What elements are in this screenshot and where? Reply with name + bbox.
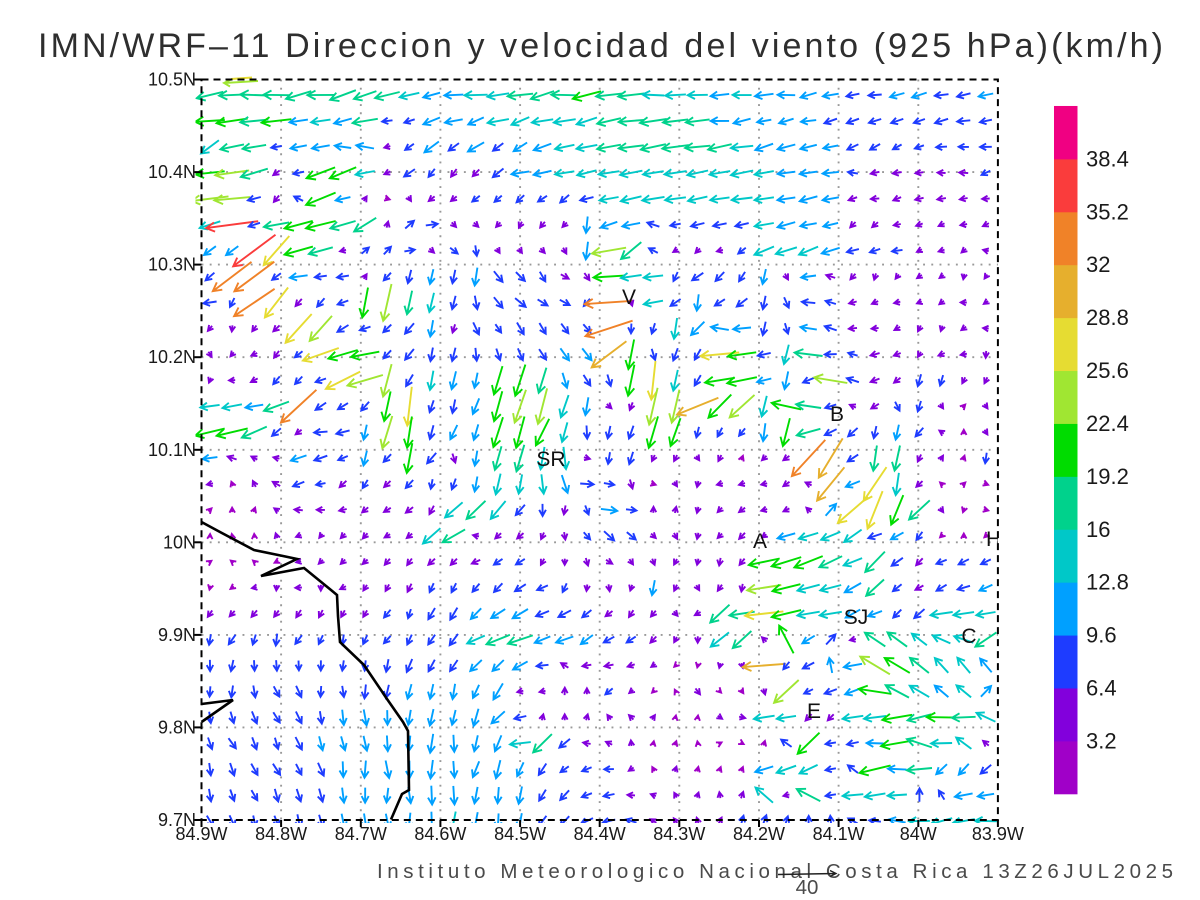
svg-text:10.5N: 10.5N [148, 70, 196, 90]
svg-text:84W: 84W [900, 824, 937, 844]
svg-text:32: 32 [1086, 252, 1110, 277]
svg-text:38.4: 38.4 [1086, 146, 1129, 171]
svg-text:19.2: 19.2 [1086, 464, 1129, 489]
svg-text:B: B [830, 403, 844, 426]
svg-text:10.1N: 10.1N [148, 440, 196, 460]
svg-text:40: 40 [796, 876, 819, 899]
svg-text:35.2: 35.2 [1086, 199, 1129, 224]
svg-text:E: E [807, 700, 821, 723]
svg-text:C: C [961, 625, 976, 648]
svg-text:84.5W: 84.5W [494, 824, 546, 844]
svg-text:28.8: 28.8 [1086, 305, 1129, 330]
svg-text:84.8W: 84.8W [255, 824, 307, 844]
svg-text:10.2N: 10.2N [148, 347, 196, 367]
svg-text:10.4N: 10.4N [148, 162, 196, 182]
svg-text:V: V [622, 286, 636, 309]
svg-text:84.9W: 84.9W [175, 824, 227, 844]
svg-text:10.3N: 10.3N [148, 255, 196, 275]
svg-text:84.7W: 84.7W [335, 824, 387, 844]
svg-text:9.9N: 9.9N [158, 625, 196, 645]
svg-text:25.6: 25.6 [1086, 358, 1129, 383]
svg-text:16: 16 [1086, 517, 1110, 542]
svg-text:9.7N: 9.7N [158, 810, 196, 830]
svg-text:84.1W: 84.1W [813, 824, 865, 844]
svg-text:83.9W: 83.9W [972, 824, 1024, 844]
svg-text:A: A [753, 530, 767, 553]
svg-text:9.8N: 9.8N [158, 717, 196, 737]
svg-text:SR: SR [536, 448, 565, 471]
svg-text:10N: 10N [163, 532, 196, 552]
svg-text:3.2: 3.2 [1086, 728, 1117, 753]
svg-text:84.2W: 84.2W [733, 824, 785, 844]
svg-text:84.3W: 84.3W [653, 824, 705, 844]
svg-text:H: H [986, 528, 1001, 551]
svg-text:9.6: 9.6 [1086, 623, 1117, 648]
svg-text:IMN/WRF–11 Direccion y velocid: IMN/WRF–11 Direccion y velocidad del vie… [38, 27, 1163, 65]
svg-text:6.4: 6.4 [1086, 676, 1117, 701]
svg-text:12.8: 12.8 [1086, 570, 1129, 595]
svg-text:84.6W: 84.6W [414, 824, 466, 844]
svg-text:SJ: SJ [844, 606, 869, 629]
svg-text:22.4: 22.4 [1086, 411, 1129, 436]
svg-text:84.4W: 84.4W [574, 824, 626, 844]
